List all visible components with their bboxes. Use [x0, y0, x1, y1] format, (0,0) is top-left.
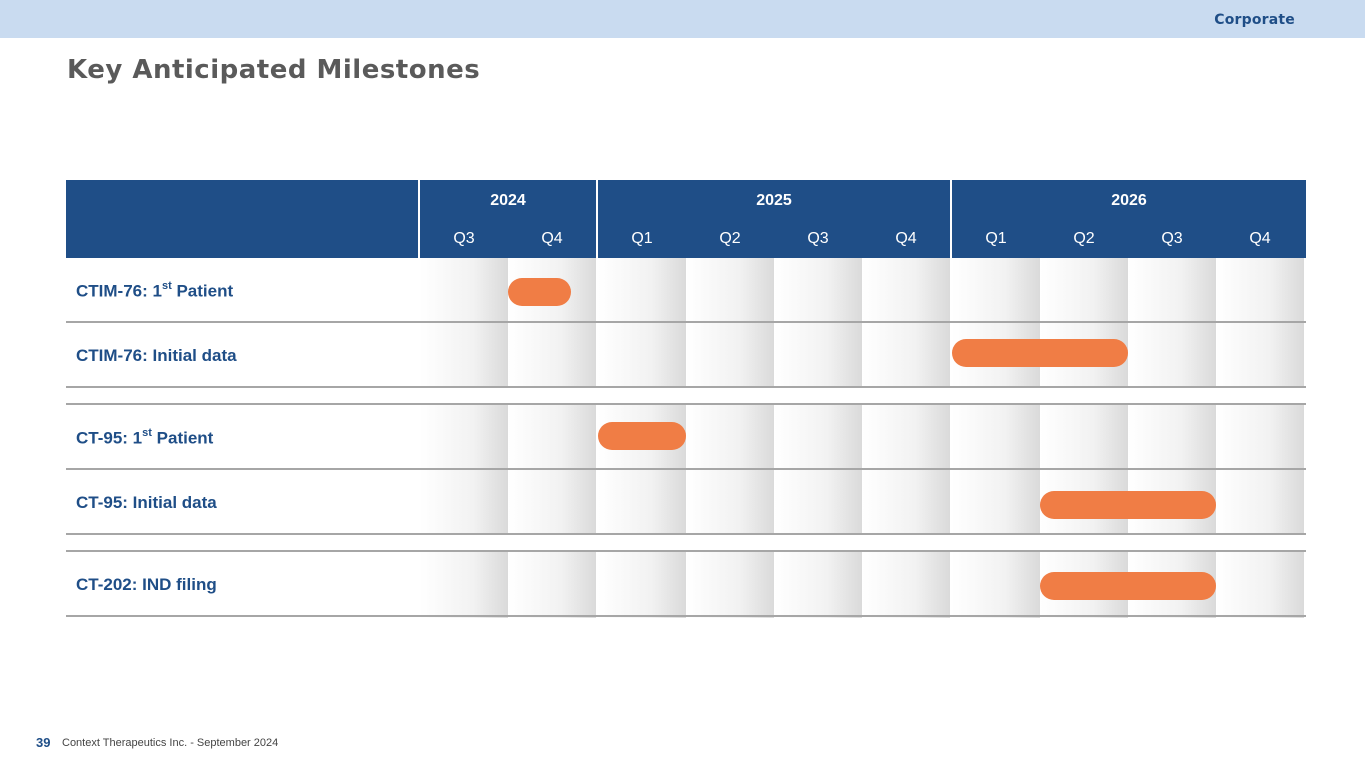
year-2026: 2026 [1111, 192, 1147, 209]
milestone-bar [508, 278, 571, 306]
row-divider [66, 386, 1306, 388]
quarter-column [508, 258, 596, 618]
milestone-bar [952, 339, 1128, 367]
page-number: 39 [36, 735, 51, 750]
quarter-column [774, 258, 862, 618]
year-divider [596, 180, 598, 258]
milestone-label: CTIM-76: Initial data [76, 346, 237, 365]
group-gap [66, 388, 1306, 404]
timeline-header: 2024 2025 2026 Q3 Q4 Q1 Q2 Q3 Q4 Q1 Q2 Q… [66, 180, 1306, 258]
quarter-label: Q4 [541, 230, 563, 247]
milestone-label: CTIM-76: 1st Patient [76, 280, 234, 301]
row-divider [66, 550, 1306, 552]
quarter-column [862, 258, 950, 618]
quarter-label: Q3 [453, 230, 475, 247]
quarter-column [420, 258, 508, 618]
quarter-label: Q1 [985, 230, 1007, 247]
year-2025: 2025 [756, 192, 792, 209]
section-label: Corporate [1214, 12, 1295, 28]
group-gap [66, 535, 1306, 551]
quarter-column [1040, 258, 1128, 618]
milestone-label: CT-95: 1st Patient [76, 427, 214, 448]
header-divider [418, 180, 420, 258]
year-divider [950, 180, 952, 258]
milestone-gantt: 2024 2025 2026 Q3 Q4 Q1 Q2 Q3 Q4 Q1 Q2 Q… [66, 180, 1306, 620]
quarter-label: Q4 [1249, 230, 1271, 247]
milestone-bar [598, 422, 686, 450]
page-title: Key Anticipated Milestones [67, 55, 481, 85]
row-divider [66, 468, 1306, 470]
top-banner [0, 0, 1365, 38]
quarter-label: Q3 [807, 230, 829, 247]
quarter-label: Q2 [719, 230, 741, 247]
row-divider [66, 321, 1306, 323]
row-divider [66, 615, 1306, 617]
quarter-label: Q3 [1161, 230, 1183, 247]
year-2024: 2024 [490, 192, 526, 209]
footer-text: Context Therapeutics Inc. - September 20… [62, 737, 279, 749]
quarter-column [952, 258, 1040, 618]
milestone-label: CT-202: IND filing [76, 575, 217, 594]
quarter-column [686, 258, 774, 618]
quarter-column [1128, 258, 1216, 618]
milestone-bar [1040, 572, 1216, 600]
row-divider [66, 533, 1306, 535]
quarter-label: Q1 [631, 230, 653, 247]
quarter-label: Q2 [1073, 230, 1095, 247]
milestone-label: CT-95: Initial data [76, 493, 217, 512]
quarter-column [1216, 258, 1304, 618]
milestone-bar [1040, 491, 1216, 519]
row-divider [66, 403, 1306, 405]
quarter-label: Q4 [895, 230, 917, 247]
